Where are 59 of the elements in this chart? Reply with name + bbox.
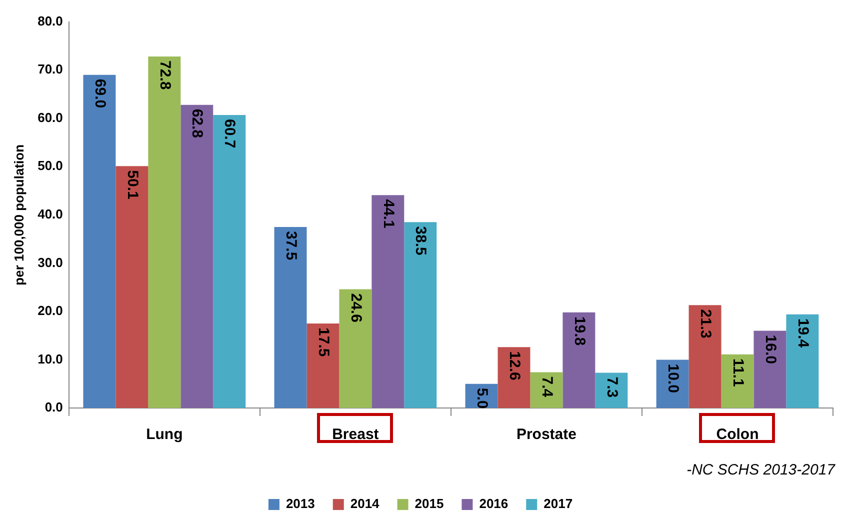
data-label: 19.8 [570,316,588,346]
y-tick-label: 20.0 [38,303,63,318]
bar [116,166,148,408]
data-label: 50.1 [124,170,141,200]
x-tick-label: Colon [716,426,759,444]
data-label: 10.0 [664,364,682,393]
y-tick-label: 30.0 [38,254,63,270]
data-label: 17.5 [314,328,332,357]
bar [595,372,628,408]
bar [339,289,372,408]
bar [213,114,246,408]
y-tick-label: 50.0 [38,158,63,174]
data-label: 44.1 [380,199,397,228]
legend-label: 2016 [479,496,508,512]
data-label: 7.3 [603,376,620,398]
x-tick-label: Lung [146,426,183,444]
bar [148,56,181,408]
legend-label: 2017 [544,496,573,512]
bar [274,226,307,408]
legend-label: 2013 [286,496,315,512]
bar [180,104,214,408]
bar [83,74,116,408]
bar [404,222,437,408]
bar [306,324,340,408]
y-tick-label: 10.0 [38,351,63,366]
data-label: 11.1 [729,358,746,387]
data-label: 69.0 [91,78,108,108]
legend-label: 2014 [350,496,380,512]
legend-label: 2015 [414,496,444,512]
data-label: 12.6 [506,351,523,380]
bar [721,354,754,408]
y-tick-label: 60.0 [38,110,63,125]
data-label: 37.5 [282,230,300,260]
y-axis-title: per 100,000 population [11,144,26,286]
data-label: 16.0 [762,334,779,364]
bar [688,305,722,408]
bar [562,312,596,408]
y-tick-label: 80.0 [38,13,63,28]
data-label: 21.3 [696,309,714,338]
bar [786,314,819,408]
bar [530,372,563,408]
y-tick-label: 40.0 [38,206,63,222]
x-tick-label: Prostate [516,426,576,444]
y-tick-label: 0.0 [44,400,63,415]
data-label: 60.7 [221,118,238,148]
text: -NC SCHS 2013-2017 [686,462,836,479]
data-label: 7.4 [538,376,556,398]
bar [656,360,689,408]
data-label: 19.4 [794,318,812,348]
data-label: 5.0 [473,388,490,409]
data-label: 72.8 [156,60,174,90]
bar [498,347,530,408]
data-label: 62.8 [188,108,206,138]
bar [372,195,404,408]
data-label: 38.5 [412,226,430,256]
y-tick-label: 70.0 [38,62,63,77]
data-label: 24.6 [347,293,364,322]
x-tick-label: Breast [332,426,379,444]
bar [754,330,786,408]
